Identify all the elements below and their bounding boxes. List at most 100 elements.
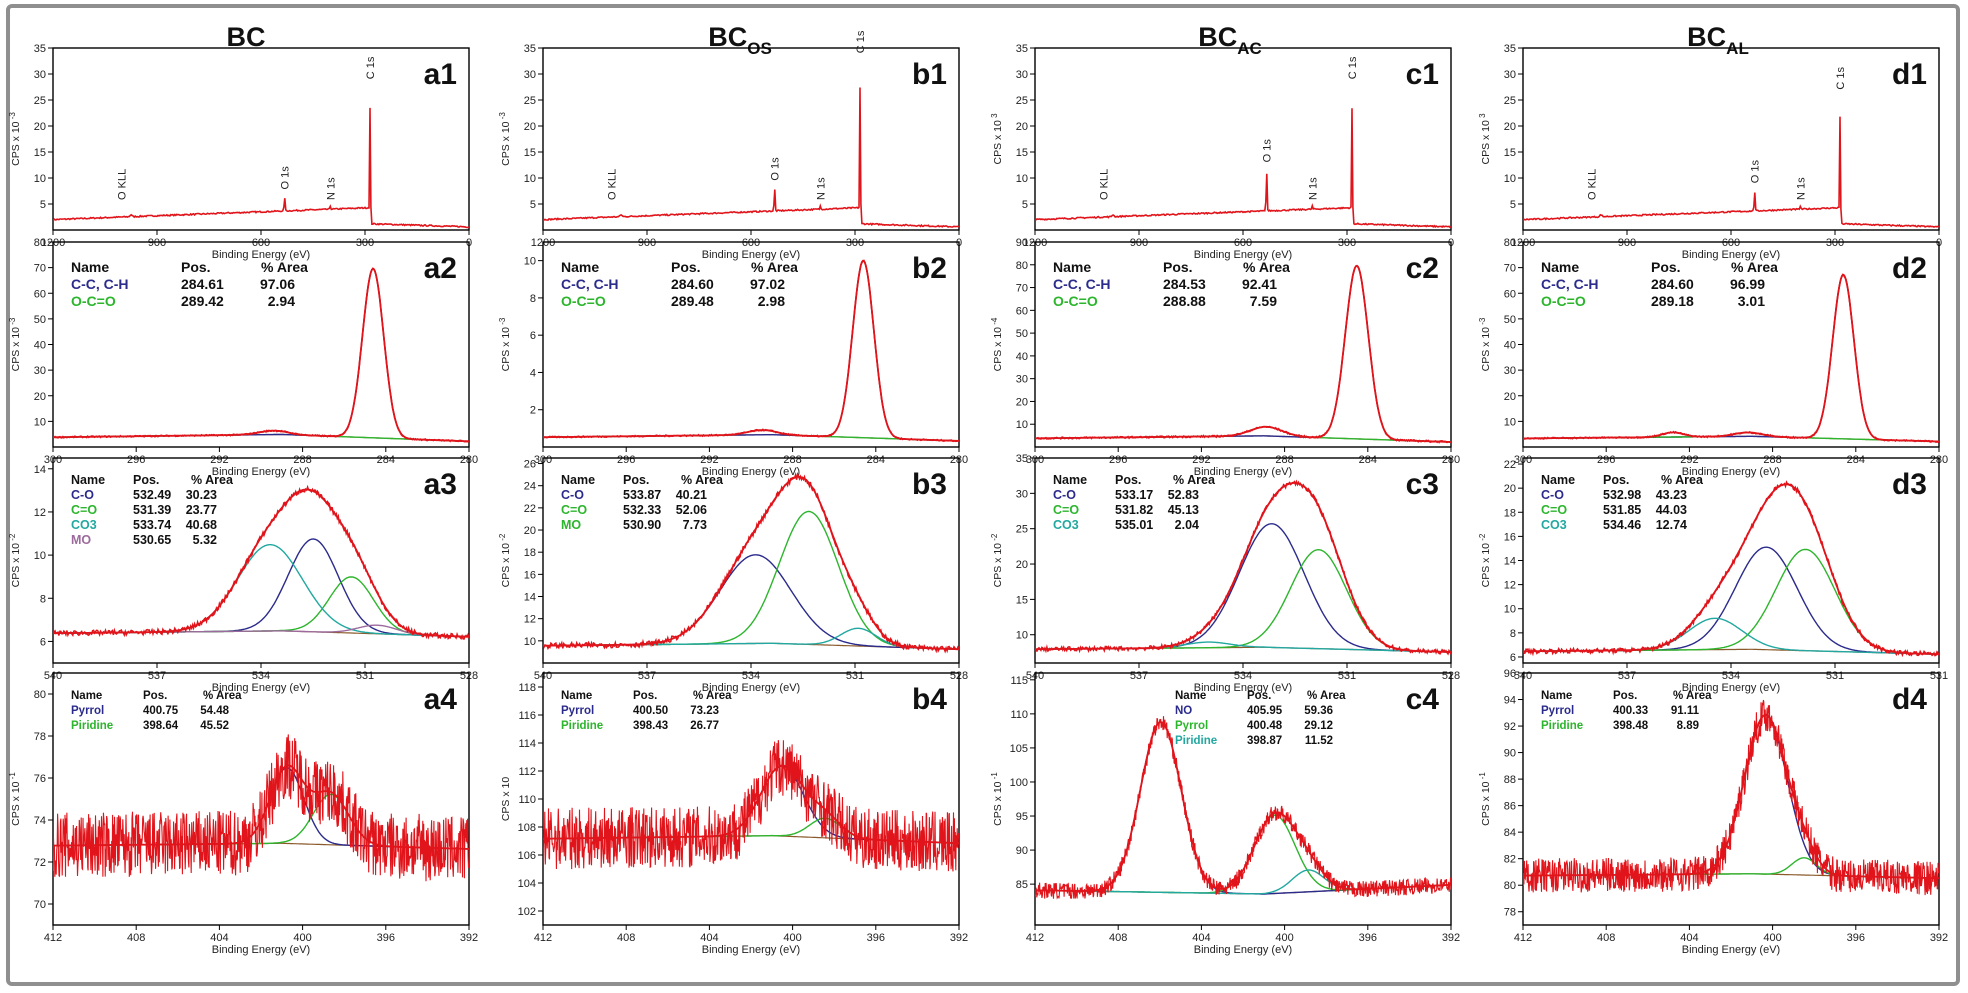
panel-label: d4 bbox=[1892, 683, 1927, 716]
component-peak-line bbox=[543, 510, 959, 650]
x-tick-label: 296 bbox=[127, 454, 145, 466]
y-tick-label: 90 bbox=[1504, 748, 1516, 760]
table-header-cell: % Area bbox=[1673, 690, 1712, 702]
table-header-cell: Pos. bbox=[1247, 690, 1271, 702]
x-tick-label: 292 bbox=[1192, 454, 1210, 466]
x-axis-label: Binding Energy (eV) bbox=[702, 249, 800, 261]
y-tick-label: 35 bbox=[1504, 43, 1516, 55]
x-axis-label: Binding Energy (eV) bbox=[1194, 682, 1292, 694]
x-tick-label: 534 bbox=[252, 670, 270, 682]
y-tick-label: 30 bbox=[1016, 69, 1028, 81]
y-tick-label: 114 bbox=[518, 738, 536, 750]
y-tick-label: 80 bbox=[34, 689, 46, 701]
y-tick-label: 50 bbox=[34, 314, 46, 326]
y-tick-label: 20 bbox=[1504, 483, 1516, 495]
y-tick-label: 112 bbox=[518, 766, 536, 778]
y-tick-label: 30 bbox=[1016, 374, 1028, 386]
panel-label: c4 bbox=[1406, 683, 1440, 716]
table-header-cell: Name bbox=[561, 690, 592, 702]
y-tick-label: 8 bbox=[530, 293, 536, 305]
y-axis-label: CPS x 10 -3 bbox=[498, 112, 512, 166]
plot-frame bbox=[542, 457, 960, 664]
x-tick-label: 408 bbox=[1109, 932, 1127, 944]
table-cell-position: 531.82 bbox=[1115, 503, 1153, 517]
y-tick-label: 116 bbox=[518, 710, 536, 722]
peak-annotation: O KLL bbox=[1587, 169, 1599, 200]
panel-label: a3 bbox=[424, 468, 457, 501]
table-header-cell: Name bbox=[71, 473, 105, 487]
table-cell-position: 532.98 bbox=[1603, 488, 1641, 502]
fit-table: Name Pos. % Area Pyrrol 400.75 54.48 Piridine 3… bbox=[71, 690, 242, 732]
y-tick-label: 5 bbox=[40, 199, 46, 211]
panel-label: c2 bbox=[1406, 252, 1439, 285]
fit-table: Name Pos. % Area C-C, C-H 284.53 92.41 O-C=O 28… bbox=[1053, 259, 1290, 309]
table-cell-name: MO bbox=[561, 518, 581, 532]
table-cell-position: 284.60 bbox=[671, 276, 714, 292]
fit-table: Name Pos. % Area C-O 532.98 43.23 C=O 531.85 44.… bbox=[1541, 473, 1704, 532]
y-tick-label: 25 bbox=[1016, 95, 1028, 107]
y-tick-label: 26 bbox=[524, 459, 536, 471]
x-tick-label: 900 bbox=[148, 237, 166, 249]
y-tick-label: 94 bbox=[1504, 695, 1516, 707]
table-cell-position: 532.49 bbox=[133, 488, 171, 502]
measured-spectrum-line bbox=[53, 484, 469, 641]
table-cell-position: 400.75 bbox=[143, 705, 179, 717]
table-cell-area: 5.32 bbox=[193, 533, 217, 547]
panel-label: c3 bbox=[1406, 468, 1439, 501]
y-axis-label: CPS x 10 -1 bbox=[8, 772, 22, 826]
y-tick-label: 14 bbox=[34, 464, 46, 476]
y-tick-label: 72 bbox=[34, 857, 46, 869]
fitted-envelope-line bbox=[543, 259, 959, 442]
y-tick-label: 20 bbox=[1016, 396, 1028, 408]
x-tick-label: 392 bbox=[1930, 932, 1948, 944]
table-cell-name: C-O bbox=[1541, 488, 1564, 502]
table-header-cell: Name bbox=[1541, 473, 1575, 487]
y-tick-label: 8 bbox=[1510, 628, 1516, 640]
x-tick-label: 396 bbox=[377, 932, 395, 944]
table-cell-area: 2.94 bbox=[268, 293, 295, 309]
y-tick-label: 60 bbox=[1504, 288, 1516, 300]
x-tick-label: 900 bbox=[1130, 237, 1148, 249]
table-cell-name: Pyrrol bbox=[1541, 705, 1574, 717]
y-tick-label: 82 bbox=[1504, 854, 1516, 866]
x-tick-label: 284 bbox=[867, 454, 885, 466]
y-tick-label: 78 bbox=[34, 731, 46, 743]
table-cell-position: 534.46 bbox=[1603, 518, 1641, 532]
x-axis-label: Binding Energy (eV) bbox=[1194, 944, 1292, 956]
y-axis-label: CPS x 10 -3 bbox=[1478, 317, 1492, 371]
x-tick-label: 296 bbox=[617, 454, 635, 466]
y-tick-label: 100 bbox=[1010, 777, 1028, 789]
x-tick-label: 600 bbox=[742, 237, 760, 249]
table-cell-area: 43.23 bbox=[1656, 488, 1687, 502]
y-tick-label: 60 bbox=[34, 288, 46, 300]
y-tick-label: 20 bbox=[524, 525, 536, 537]
table-cell-name: Piridine bbox=[71, 720, 113, 732]
panel-a2: 300 296 292 288 284 2801020304050607080Bindin… bbox=[8, 237, 478, 478]
fit-table: Name Pos. % Area C-O 533.17 52.83 C=O 531.82 45.… bbox=[1053, 473, 1216, 532]
x-tick-label: 284 bbox=[1847, 454, 1865, 466]
y-tick-label: 74 bbox=[34, 815, 46, 827]
y-tick-label: 50 bbox=[1504, 314, 1516, 326]
y-tick-label: 10 bbox=[1016, 173, 1028, 185]
panel-d4: 412 408 404 400 396 392 78 80 82 84 86 88 90 92 94 96 Bi… bbox=[1478, 668, 1948, 956]
survey-spectrum-line bbox=[1523, 116, 1939, 228]
table-cell-name: Piridine bbox=[1541, 720, 1583, 732]
panel-label: c1 bbox=[1406, 58, 1439, 91]
y-tick-label: 12 bbox=[524, 614, 536, 626]
x-tick-label: 400 bbox=[1763, 932, 1781, 944]
x-tick-label: 534 bbox=[742, 670, 760, 682]
plot-frame bbox=[1034, 241, 1452, 448]
table-cell-name: Pyrrol bbox=[1175, 720, 1208, 732]
x-tick-label: 392 bbox=[950, 932, 968, 944]
x-axis-label: Binding Energy (eV) bbox=[702, 682, 800, 694]
y-tick-label: 35 bbox=[1016, 453, 1028, 465]
y-tick-label: 84 bbox=[1504, 827, 1516, 839]
x-tick-label: 408 bbox=[127, 932, 145, 944]
table-cell-position: 289.48 bbox=[671, 293, 714, 309]
x-tick-label: 300 bbox=[356, 237, 374, 249]
table-cell-area: 23.77 bbox=[186, 503, 217, 517]
y-tick-label: 92 bbox=[1504, 721, 1516, 733]
table-cell-position: 405.95 bbox=[1247, 705, 1283, 717]
